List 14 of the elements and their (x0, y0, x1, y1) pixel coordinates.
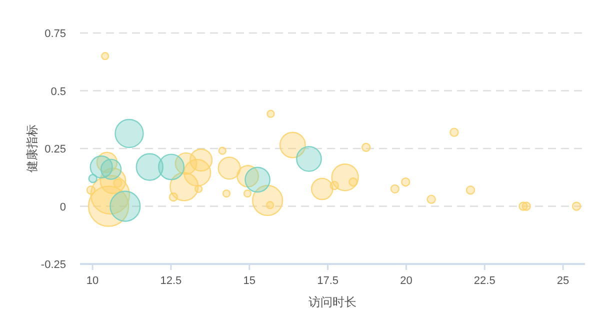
x-tick-label: 17.5 (317, 275, 339, 287)
x-tick-label: 22.5 (474, 275, 496, 287)
x-tick-label: 15 (243, 275, 256, 287)
y-tick-label: 0.25 (44, 144, 66, 156)
x-tick-label: 20 (400, 275, 412, 287)
x-axis-title: 访问时长 (308, 295, 356, 309)
x-tick-label: 25 (556, 275, 570, 287)
x-tick-label: 10 (86, 275, 99, 287)
x-tick-label: 12.5 (160, 275, 182, 287)
y-tick-label: -0.25 (40, 259, 66, 271)
y-axis-title: 健康指标 (25, 124, 39, 172)
y-tick-label: 0 (60, 201, 66, 214)
y-tick-label: 0.5 (50, 86, 66, 98)
y-tick-label: 0.75 (44, 28, 66, 40)
